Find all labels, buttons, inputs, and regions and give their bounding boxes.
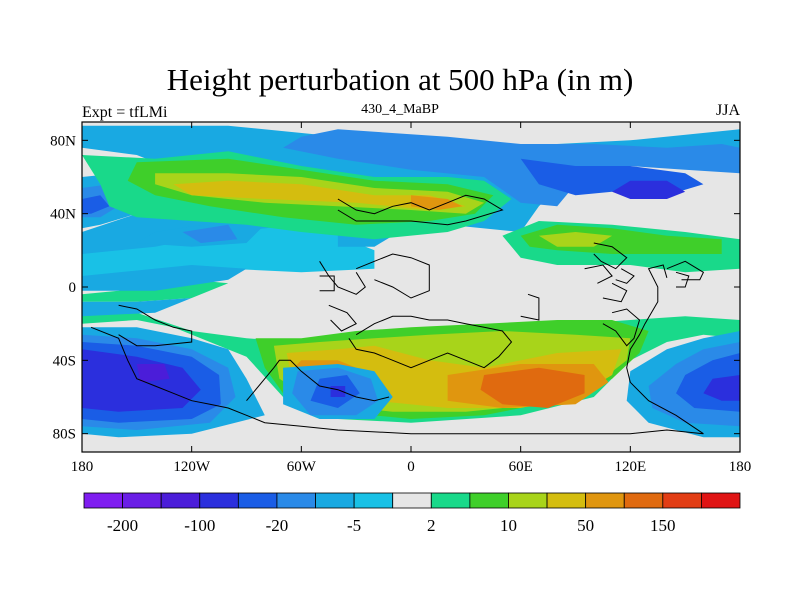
colorbar-swatch-1: [122, 492, 162, 509]
chart-title: Height perturbation at 500 hPa (in m): [166, 62, 634, 97]
contour-region-7: [82, 195, 110, 214]
y-tick-label-1: 40N: [50, 207, 76, 223]
colorbar-swatch-3: [199, 492, 239, 509]
contour-region-27: [480, 367, 585, 408]
contour-region-41: [82, 265, 247, 291]
coastline-14: [675, 271, 690, 288]
coastline-10: [602, 282, 628, 303]
contour-region-42: [82, 298, 192, 317]
colorbar-swatch-15: [662, 492, 702, 509]
colorbar-label-1: -100: [184, 516, 215, 535]
x-tick-label-6: 180: [729, 459, 752, 475]
x-tick-label-5: 120E: [614, 459, 646, 475]
axes: 80N 40N 0 40S 80S 180 120W 60W 0 60E 120E 180: [50, 122, 751, 475]
coastline-3: [348, 315, 513, 369]
y-tick-label-4: 80S: [53, 427, 76, 443]
coastline-12: [593, 242, 628, 270]
coastline-9: [520, 293, 540, 321]
contour-region-20: [411, 195, 463, 210]
colorbar-swatch-6: [315, 492, 355, 509]
coastline-16: [666, 260, 705, 281]
contour-region-10: [182, 224, 238, 243]
colorbar-swatch-5: [276, 492, 316, 509]
colorbar: -200 -100 -20 -5 2 10 50 150: [83, 492, 741, 535]
contour-region-2: [283, 129, 740, 207]
x-tick-label-1: 120W: [173, 459, 211, 475]
coastline-1: [90, 264, 704, 435]
coastline-4: [356, 253, 430, 299]
coastline-11: [584, 264, 613, 284]
contour-region-32: [136, 364, 170, 383]
map-layer: [82, 122, 740, 452]
colorbar-label-3: -5: [347, 516, 361, 535]
colorbar-swatch-14: [623, 492, 664, 509]
colorbar-swatch-4: [237, 492, 278, 509]
colorbar-swatch-8: [392, 492, 432, 509]
x-tick-label-0: 180: [71, 459, 94, 475]
colorbar-swatch-11: [508, 492, 548, 509]
coastline-6: [319, 261, 366, 295]
colorbar-swatch-13: [585, 492, 625, 509]
colorbar-label-0: -200: [107, 516, 138, 535]
colorbar-swatch-7: [353, 492, 394, 509]
x-tick-label-2: 60W: [287, 459, 317, 475]
coastline-7: [328, 304, 357, 332]
contour-region-40: [703, 375, 740, 401]
right-subtitle: JJA: [715, 102, 740, 119]
continent-outlines: [90, 194, 705, 435]
colorbar-swatch-10: [469, 492, 509, 509]
colorbar-label-6: 50: [577, 516, 594, 535]
colorbar-swatch-0: [83, 492, 123, 509]
colorbar-swatch-12: [546, 492, 587, 509]
center-subtitle: 430_4_MaBP: [361, 102, 439, 117]
contour-region-8: [82, 224, 375, 280]
colorbar-label-5: 10: [500, 516, 517, 535]
contour-region-4: [612, 180, 686, 199]
y-tick-label-2: 0: [69, 280, 77, 296]
colorbar-label-2: -20: [266, 516, 289, 535]
x-tick-label-3: 0: [407, 459, 415, 475]
coastline-2: [246, 359, 390, 402]
y-tick-label-0: 80N: [50, 133, 76, 149]
colorbar-label-7: 150: [650, 516, 676, 535]
contour-region-19: [173, 180, 466, 210]
y-tick-label-3: 40S: [53, 353, 76, 369]
colorbar-swatch-2: [160, 492, 201, 509]
colorbar-swatch-9: [430, 492, 471, 509]
colorbar-label-4: 2: [427, 516, 436, 535]
coastline-8: [319, 275, 335, 292]
colorbar-swatch-16: [701, 492, 741, 509]
x-tick-label-4: 60E: [509, 459, 533, 475]
coastline-15: [615, 268, 635, 284]
coastline-5: [337, 194, 504, 226]
coastline-0: [118, 304, 193, 347]
left-subtitle: Expt = tfLMi: [82, 104, 168, 121]
coastline-13: [602, 308, 641, 347]
